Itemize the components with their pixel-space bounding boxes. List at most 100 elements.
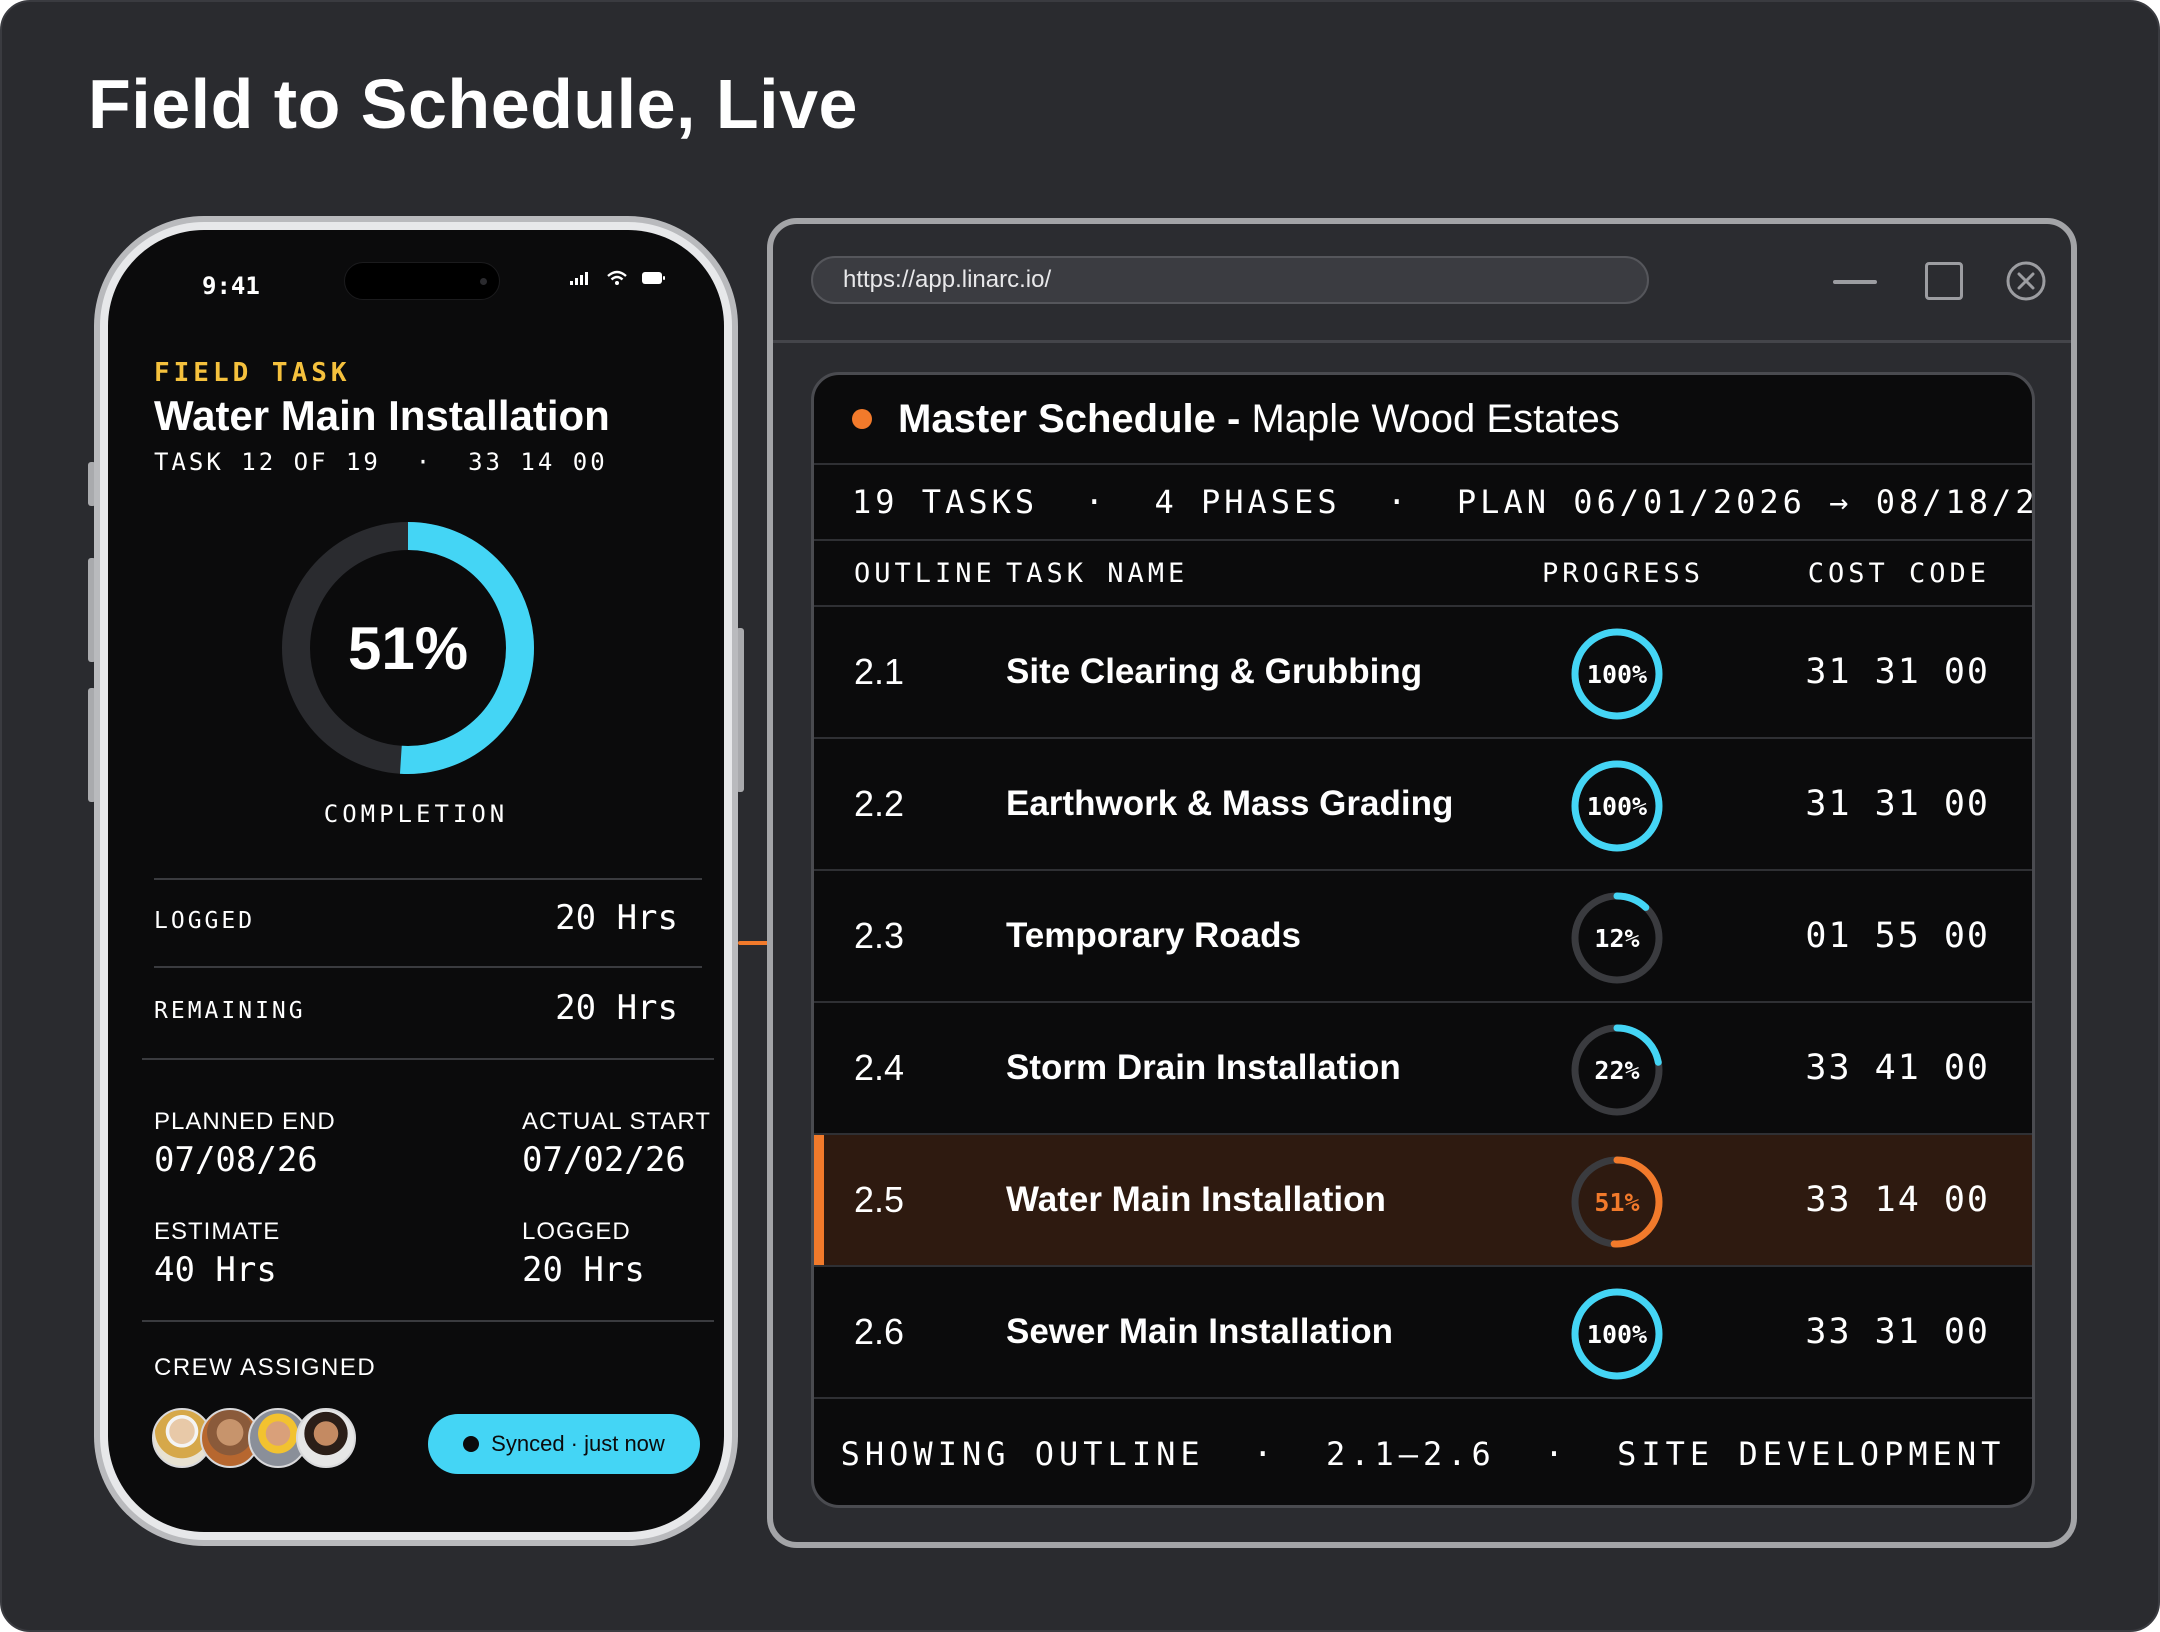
task-title: Water Main Installation bbox=[154, 392, 610, 439]
progress-ring-arc bbox=[1571, 760, 1663, 852]
cost-code-cell: 31 31 00 bbox=[1805, 784, 1990, 824]
outline-cell: 2.6 bbox=[854, 1311, 905, 1352]
dynamic-island bbox=[344, 262, 500, 300]
status-icons bbox=[570, 270, 666, 286]
progress-ring: 100% bbox=[1562, 619, 1672, 729]
outline-cell: 2.4 bbox=[854, 1047, 905, 1088]
progress-ring: 51% bbox=[1562, 1147, 1672, 1257]
synced-status-pill[interactable]: Synced · just now bbox=[428, 1414, 700, 1474]
col-header-cost-code: COST CODE bbox=[1807, 557, 1990, 589]
active-row-marker bbox=[814, 1135, 824, 1265]
task-name-cell: Water Main Installation bbox=[1006, 1180, 1386, 1219]
divider bbox=[142, 1058, 714, 1060]
progress-ring-arc bbox=[1571, 1288, 1663, 1380]
progress-ring-arc bbox=[1571, 1156, 1663, 1248]
outline-cell: 2.1 bbox=[854, 651, 905, 692]
phone-volume-down bbox=[88, 688, 96, 802]
schedule-row[interactable]: 2.4 Storm Drain Installation 22% 33 41 00 bbox=[814, 1003, 2032, 1135]
signal-icon bbox=[570, 272, 588, 285]
crew-avatars bbox=[152, 1408, 356, 1468]
close-icon[interactable] bbox=[2005, 260, 2047, 302]
cost-code-cell: 33 14 00 bbox=[1805, 1180, 1990, 1220]
actual-start-value: 07/02/26 bbox=[522, 1140, 686, 1180]
schedule-row[interactable]: 2.6 Sewer Main Installation 100% 33 31 00 bbox=[814, 1267, 2032, 1399]
logged-label: LOGGED bbox=[154, 908, 256, 934]
task-name-cell: Storm Drain Installation bbox=[1006, 1048, 1401, 1087]
progress-ring: 12% bbox=[1562, 883, 1672, 993]
cost-code-cell: 01 55 00 bbox=[1805, 916, 1990, 956]
synced-text: Synced · just now bbox=[491, 1431, 665, 1456]
field-task-label: FIELD TASK bbox=[154, 358, 351, 388]
task-name-cell: Temporary Roads bbox=[1006, 916, 1301, 955]
phone-volume-up bbox=[88, 558, 96, 662]
remaining-value: 20 Hrs bbox=[555, 988, 678, 1028]
url-bar[interactable]: https://app.linarc.io/ bbox=[811, 256, 1649, 304]
progress-label: 51% bbox=[1594, 1187, 1640, 1217]
progress-label: 12% bbox=[1594, 923, 1640, 953]
progress-ring: 100% bbox=[1562, 751, 1672, 861]
wifi-icon bbox=[607, 270, 627, 285]
browser-separator bbox=[773, 340, 2071, 343]
estimate-label: ESTIMATE bbox=[154, 1218, 281, 1245]
progress-label: 100% bbox=[1586, 659, 1648, 689]
progress-ring-arc bbox=[1571, 628, 1663, 720]
phone-screen: 9:41 FIELD TASK Water Main Installation … bbox=[108, 230, 724, 1532]
master-schedule-panel: Master Schedule - Maple Wood Estates 19 … bbox=[811, 372, 2035, 1508]
col-header-outline: OUTLINE bbox=[854, 557, 996, 589]
progress-ring: 100% bbox=[1562, 1279, 1672, 1389]
status-dot-icon bbox=[463, 1436, 480, 1452]
task-name-cell: Earthwork & Mass Grading bbox=[1006, 784, 1454, 823]
battery-icon bbox=[642, 272, 665, 284]
estimate-value: 40 Hrs bbox=[154, 1250, 277, 1290]
progress-label: 22% bbox=[1594, 1055, 1640, 1085]
cost-code-cell: 31 31 00 bbox=[1805, 652, 1990, 692]
completion-label: COMPLETION bbox=[323, 800, 509, 828]
phone-side-button bbox=[88, 462, 96, 506]
logged-grid-value: 20 Hrs bbox=[522, 1250, 645, 1290]
progress-ring-arc bbox=[1571, 892, 1663, 984]
schedule-summary: 19 TASKS · 4 PHASES · PLAN 06/01/2026 → … bbox=[814, 465, 2032, 541]
completion-percent: 51% bbox=[347, 614, 469, 682]
maximize-icon[interactable] bbox=[1925, 262, 1963, 300]
page-title: Field to Schedule, Live bbox=[88, 65, 858, 143]
schedule-row[interactable]: 2.1 Site Clearing & Grubbing 100% 31 31 00 bbox=[814, 607, 2032, 739]
outline-cell: 2.2 bbox=[854, 783, 905, 824]
live-dot-icon bbox=[852, 409, 872, 429]
schedule-row[interactable]: 2.2 Earthwork & Mass Grading 100% 31 31 00 bbox=[814, 739, 2032, 871]
task-meta: TASK 12 OF 19 · 33 14 00 bbox=[154, 448, 608, 476]
divider bbox=[154, 966, 702, 968]
planned-end-value: 07/08/26 bbox=[154, 1140, 318, 1180]
planned-end-label: PLANNED END bbox=[154, 1108, 336, 1135]
browser-window: https://app.linarc.io/ Master Schedule -… bbox=[767, 218, 2077, 1548]
schedule-title: Master Schedule - Maple Wood Estates bbox=[898, 396, 1620, 441]
schedule-footer: SHOWING OUTLINE · 2.1–2.6 · SITE DEVELOP… bbox=[840, 1435, 2006, 1473]
completion-donut: 51% bbox=[280, 520, 536, 776]
progress-ring: 22% bbox=[1562, 1015, 1672, 1125]
task-name-cell: Site Clearing & Grubbing bbox=[1006, 652, 1423, 691]
schedule-row[interactable]: 2.3 Temporary Roads 12% 01 55 00 bbox=[814, 871, 2032, 1003]
progress-ring-arc bbox=[1571, 1024, 1663, 1116]
header-rule bbox=[814, 605, 2032, 607]
phone-power-button bbox=[736, 628, 744, 792]
divider bbox=[154, 878, 702, 880]
progress-label: 100% bbox=[1586, 791, 1648, 821]
outline-cell: 2.3 bbox=[854, 915, 905, 956]
phone-device: 9:41 FIELD TASK Water Main Installation … bbox=[94, 216, 738, 1546]
completion-arc bbox=[282, 522, 534, 774]
schedule-row[interactable]: 2.5 Water Main Installation 51% 33 14 00 bbox=[814, 1135, 2032, 1267]
minimize-icon[interactable] bbox=[1833, 280, 1877, 284]
logged-grid-label: LOGGED bbox=[522, 1218, 631, 1245]
col-header-progress: PROGRESS bbox=[1542, 557, 1705, 589]
progress-label: 100% bbox=[1586, 1319, 1648, 1349]
col-header-task-name: TASK NAME bbox=[1006, 557, 1189, 589]
avatar[interactable] bbox=[296, 1408, 356, 1468]
divider bbox=[142, 1320, 714, 1322]
logged-value: 20 Hrs bbox=[555, 898, 678, 938]
status-time: 9:41 bbox=[202, 272, 260, 300]
actual-start-label: ACTUAL START bbox=[522, 1108, 711, 1135]
crew-assigned-label: CREW ASSIGNED bbox=[154, 1354, 377, 1381]
cost-code-cell: 33 31 00 bbox=[1805, 1312, 1990, 1352]
cost-code-cell: 33 41 00 bbox=[1805, 1048, 1990, 1088]
schedule-header: Master Schedule - Maple Wood Estates bbox=[814, 375, 2032, 465]
